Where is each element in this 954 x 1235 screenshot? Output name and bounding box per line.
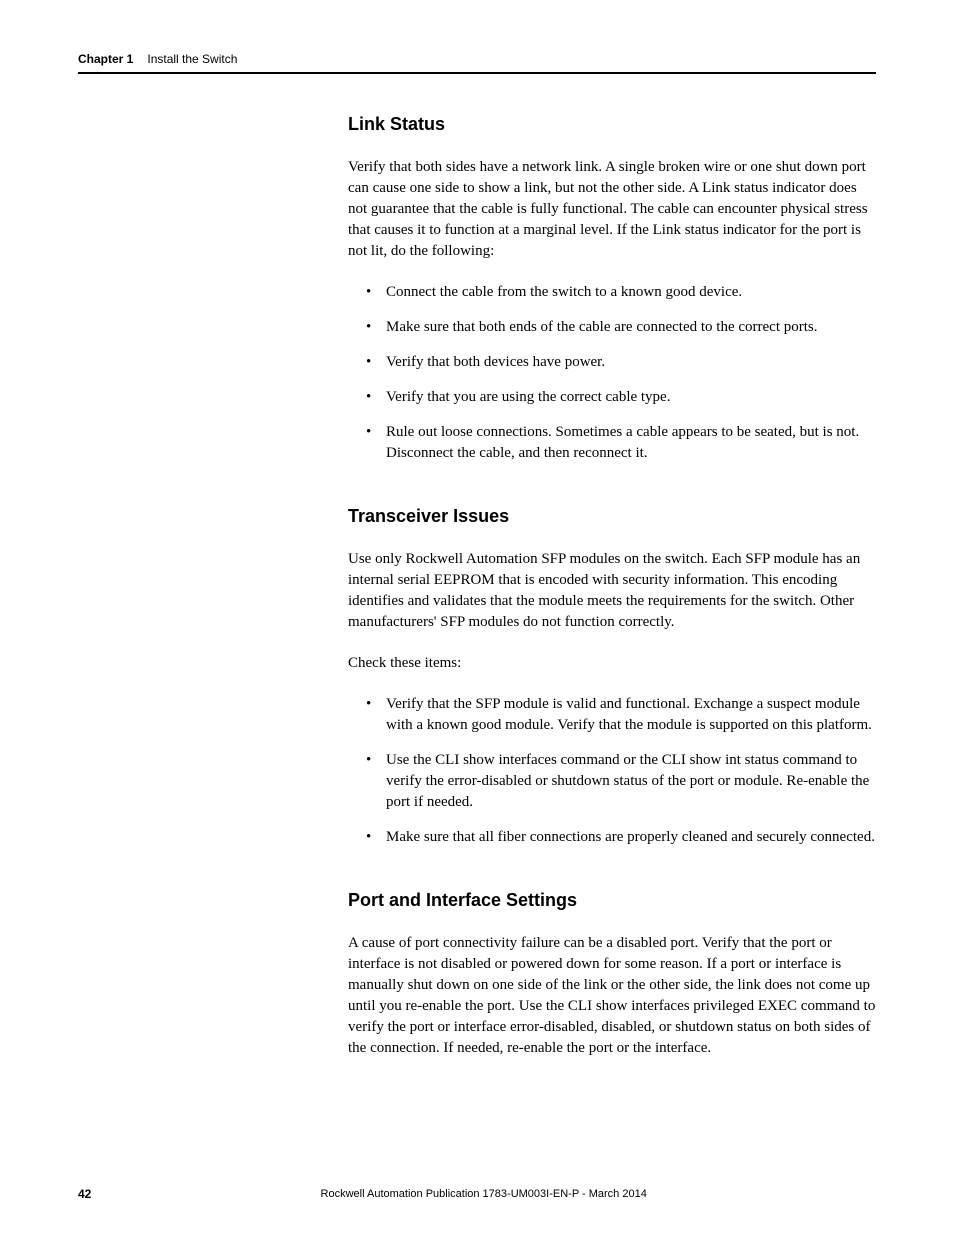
list-item: Make sure that all fiber connections are…: [376, 827, 876, 848]
link-status-intro: Verify that both sides have a network li…: [348, 157, 876, 262]
section-heading-transceiver: Transceiver Issues: [348, 506, 876, 527]
publication-info: Rockwell Automation Publication 1783-UM0…: [321, 1188, 647, 1200]
page-header: Chapter 1 Install the Switch: [78, 52, 876, 74]
section-heading-port-interface: Port and Interface Settings: [348, 890, 876, 911]
section-heading-link-status: Link Status: [348, 114, 876, 135]
transceiver-lead: Check these items:: [348, 653, 876, 674]
chapter-label: Chapter 1: [78, 52, 133, 66]
list-item: Use the CLI show interfaces command or t…: [376, 750, 876, 813]
list-item: Verify that both devices have power.: [376, 352, 876, 373]
list-item: Verify that you are using the correct ca…: [376, 387, 876, 408]
link-status-list: Connect the cable from the switch to a k…: [348, 282, 876, 464]
transceiver-intro: Use only Rockwell Automation SFP modules…: [348, 549, 876, 633]
port-interface-intro: A cause of port connectivity failure can…: [348, 933, 876, 1059]
list-item: Verify that the SFP module is valid and …: [376, 694, 876, 736]
chapter-title: Install the Switch: [147, 52, 237, 66]
transceiver-list: Verify that the SFP module is valid and …: [348, 694, 876, 848]
list-item: Make sure that both ends of the cable ar…: [376, 317, 876, 338]
main-content: Link Status Verify that both sides have …: [348, 114, 876, 1059]
list-item: Rule out loose connections. Sometimes a …: [376, 422, 876, 464]
document-page: Chapter 1 Install the Switch Link Status…: [0, 0, 954, 1059]
list-item: Connect the cable from the switch to a k…: [376, 282, 876, 303]
page-number: 42: [78, 1187, 91, 1201]
page-footer: 42 Rockwell Automation Publication 1783-…: [78, 1187, 876, 1201]
